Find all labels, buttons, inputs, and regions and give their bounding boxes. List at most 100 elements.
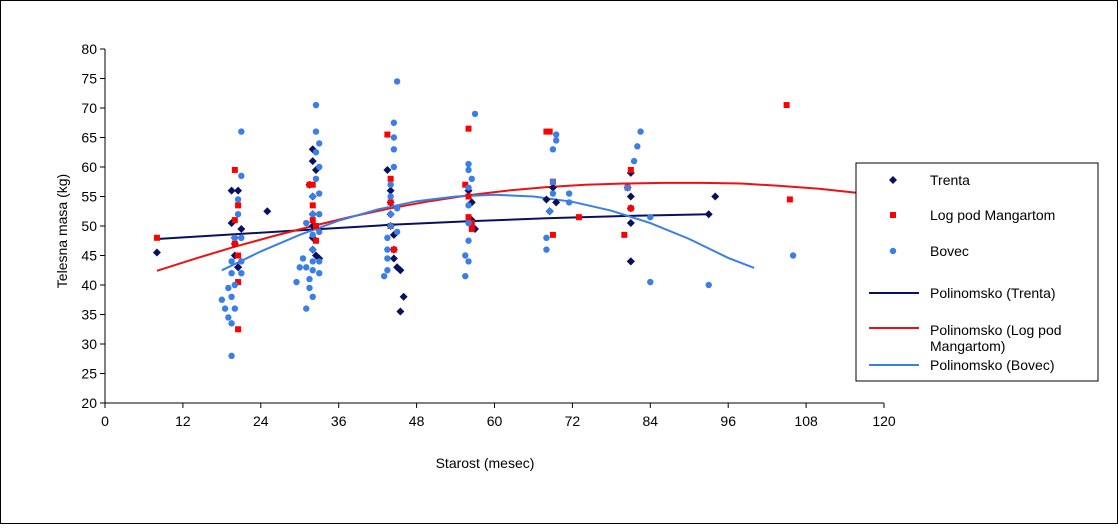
data-point-trenta bbox=[711, 192, 720, 201]
y-tick-label: 75 bbox=[81, 71, 97, 87]
data-point-bovec bbox=[393, 205, 401, 212]
x-tick-label: 36 bbox=[331, 413, 347, 429]
data-point-bovec bbox=[312, 149, 320, 156]
data-point-bovec bbox=[234, 211, 242, 218]
data-point-bovec bbox=[471, 110, 479, 118]
data-point-log-pod-mangartom bbox=[235, 279, 242, 286]
data-point-bovec bbox=[309, 258, 316, 265]
data-point-log-pod-mangartom bbox=[235, 252, 242, 259]
data-point-bovec bbox=[387, 193, 394, 200]
data-point-bovec bbox=[316, 211, 323, 218]
data-point-bovec bbox=[565, 199, 573, 206]
data-point-bovec bbox=[465, 166, 472, 174]
data-point-bovec bbox=[549, 178, 557, 185]
data-point-bovec bbox=[238, 270, 245, 277]
data-point-trenta bbox=[542, 195, 551, 204]
data-point-bovec bbox=[465, 202, 472, 209]
data-point-bovec bbox=[309, 211, 316, 218]
data-point-bovec bbox=[384, 255, 391, 262]
data-point-log-pod-mangartom bbox=[546, 128, 553, 135]
data-point-bovec bbox=[228, 270, 235, 277]
data-point-bovec bbox=[221, 305, 229, 312]
data-point-trenta bbox=[227, 186, 236, 195]
legend-marker bbox=[889, 247, 897, 255]
data-point-bovec bbox=[316, 190, 323, 197]
data-point-log-pod-mangartom bbox=[235, 326, 242, 333]
data-point-bovec bbox=[303, 264, 310, 271]
data-point-bovec bbox=[387, 211, 394, 218]
data-point-trenta bbox=[383, 165, 392, 174]
x-tick-label: 120 bbox=[872, 413, 896, 429]
y-tick-label: 20 bbox=[81, 395, 97, 411]
data-point-log-pod-mangartom bbox=[575, 214, 582, 221]
data-point-bovec bbox=[228, 320, 235, 327]
data-point-bovec bbox=[312, 101, 320, 109]
legend-label-line-2: Mangartom) bbox=[930, 338, 1005, 354]
data-point-log-pod-mangartom bbox=[384, 131, 391, 138]
data-point-log-pod-mangartom bbox=[231, 240, 238, 247]
data-point-log-pod-mangartom bbox=[465, 125, 472, 132]
data-point-trenta bbox=[626, 192, 635, 201]
data-point-bovec bbox=[387, 222, 394, 230]
legend-label-log-pod-mangartom: Log pod Mangartom bbox=[930, 207, 1055, 223]
legend-marker bbox=[889, 176, 897, 184]
data-point-log-pod-mangartom bbox=[465, 193, 472, 200]
data-point-bovec bbox=[293, 278, 300, 286]
y-tick-label: 50 bbox=[81, 218, 97, 234]
data-point-bovec bbox=[306, 284, 313, 292]
data-point-bovec bbox=[225, 314, 232, 321]
data-point-bovec bbox=[387, 181, 394, 188]
data-point-log-pod-mangartom bbox=[312, 223, 319, 229]
data-point-log-pod-mangartom bbox=[468, 220, 475, 227]
data-point-bovec bbox=[637, 128, 644, 135]
y-tick-label: 70 bbox=[81, 100, 97, 116]
data-point-bovec bbox=[465, 258, 472, 265]
data-point-log-pod-mangartom bbox=[231, 166, 238, 173]
y-tick-label: 35 bbox=[81, 307, 97, 323]
data-point-log-pod-mangartom bbox=[465, 214, 472, 221]
legend-marker bbox=[890, 212, 896, 218]
data-point-bovec bbox=[225, 284, 232, 292]
data-point-log-pod-mangartom bbox=[549, 231, 556, 238]
x-tick-label: 24 bbox=[253, 413, 269, 429]
data-point-log-pod-mangartom bbox=[387, 199, 394, 206]
data-point-log-pod-mangartom bbox=[387, 175, 394, 182]
data-point-log-pod-mangartom bbox=[309, 181, 316, 188]
data-point-bovec bbox=[390, 134, 398, 141]
x-tick-label: 48 bbox=[409, 413, 425, 429]
data-point-bovec bbox=[390, 119, 398, 126]
data-point-bovec bbox=[384, 246, 391, 253]
data-point-trenta bbox=[396, 307, 405, 316]
data-point-bovec bbox=[299, 255, 307, 262]
data-point-trenta bbox=[263, 207, 272, 216]
y-tick-label: 25 bbox=[81, 366, 97, 382]
legend: Trenta Log pod Mangartom Bovec Polinomsk… bbox=[855, 162, 1099, 382]
data-point-bovec bbox=[316, 163, 323, 171]
data-point-bovec bbox=[238, 258, 245, 265]
x-tick-label: 60 bbox=[487, 413, 503, 429]
data-point-bovec bbox=[390, 146, 398, 153]
x-tick-label: 12 bbox=[175, 413, 191, 429]
data-point-log-pod-mangartom bbox=[783, 102, 790, 109]
data-point-bovec bbox=[543, 234, 550, 241]
data-point-bovec bbox=[238, 128, 245, 135]
legend-label-polinomsko-trenta: Polinomsko (Trenta) bbox=[930, 285, 1056, 301]
data-point-trenta bbox=[626, 257, 635, 266]
x-tick-label: 108 bbox=[794, 413, 818, 429]
data-point-trenta bbox=[552, 198, 561, 207]
data-point-bovec bbox=[789, 252, 797, 259]
data-point-bovec bbox=[462, 272, 469, 280]
data-point-log-pod-mangartom bbox=[627, 205, 634, 212]
y-tick-label: 65 bbox=[81, 130, 97, 146]
data-point-bovec bbox=[552, 137, 560, 144]
data-point-bovec bbox=[465, 237, 472, 244]
data-point-bovec bbox=[316, 258, 323, 265]
data-point-bovec bbox=[316, 228, 323, 236]
data-point-trenta bbox=[389, 254, 398, 263]
data-point-bovec bbox=[309, 267, 316, 274]
data-point-bovec bbox=[234, 196, 242, 203]
data-point-bovec bbox=[218, 296, 226, 303]
data-point-log-pod-mangartom bbox=[309, 202, 316, 209]
